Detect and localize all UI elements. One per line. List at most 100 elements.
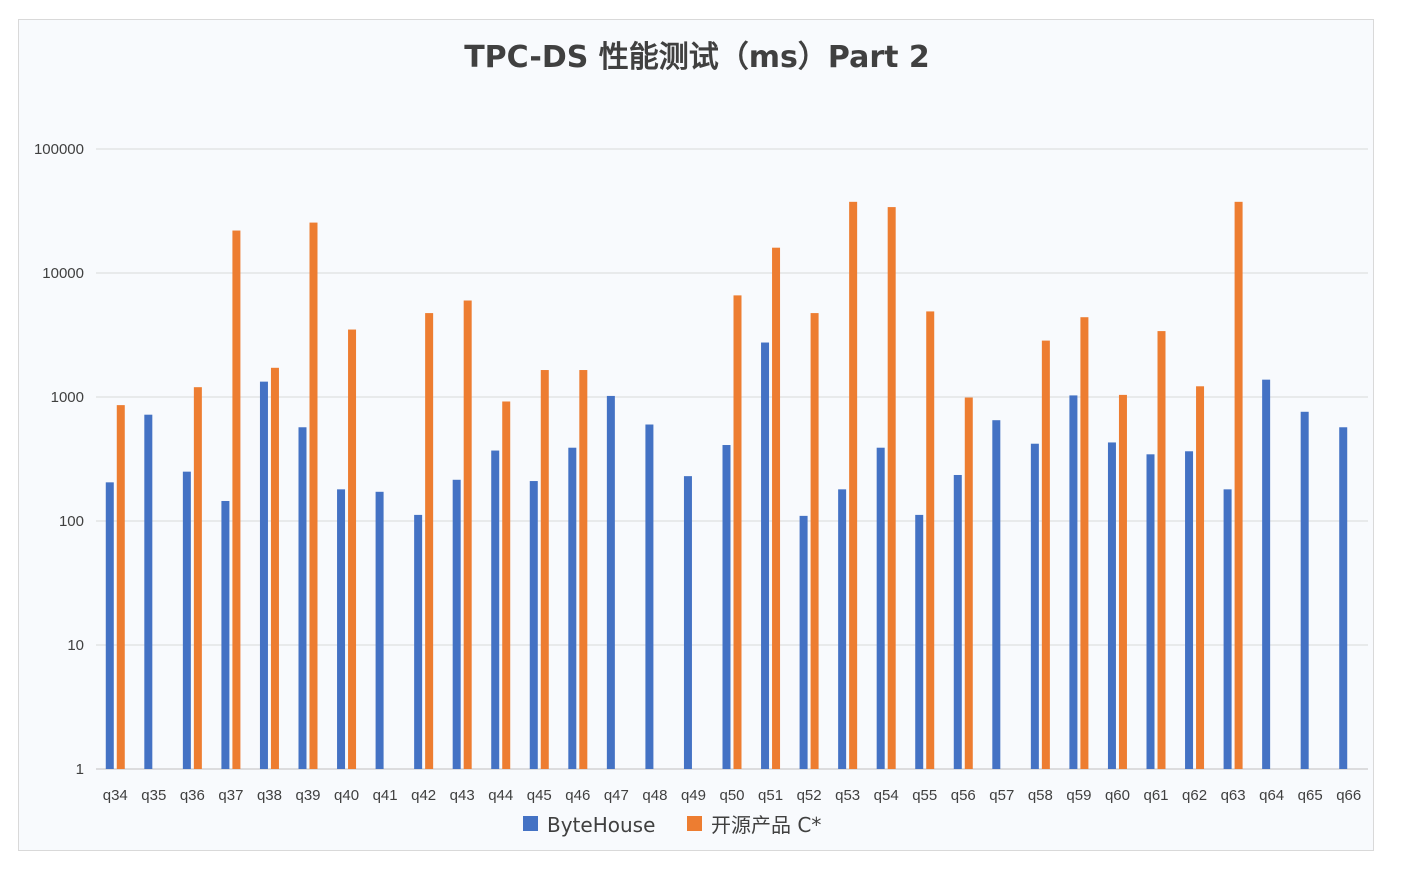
x-tick-label: q42	[411, 787, 436, 804]
bar-bytehouse-q41	[375, 491, 384, 769]
bar-bytehouse-q40	[337, 489, 346, 769]
bar-bytehouse-q47	[606, 395, 615, 769]
bar-bytehouse-q60	[1107, 442, 1116, 769]
legend-label: ByteHouse	[547, 813, 655, 837]
bar-bytehouse-q37	[221, 500, 230, 769]
bar-product-c-q40	[348, 329, 357, 769]
bar-bytehouse-q65	[1300, 411, 1309, 769]
x-tick-label: q52	[797, 787, 822, 804]
bar-product-c-q61	[1157, 331, 1166, 769]
bar-product-c-q55	[926, 311, 935, 769]
bar-product-c-q52	[810, 313, 819, 769]
gridlines	[96, 148, 1368, 770]
x-tick-label: q44	[488, 787, 513, 804]
chart-title: TPC-DS 性能测试（ms）Part 2	[464, 40, 930, 75]
x-tick-label: q56	[951, 787, 976, 804]
x-tick-label: q35	[141, 787, 166, 804]
x-tick-label: q55	[912, 787, 937, 804]
y-tick-label: 10	[67, 637, 84, 654]
x-tick-label: q62	[1182, 787, 1207, 804]
bar-bytehouse-q44	[491, 450, 500, 769]
legend-swatch	[687, 816, 702, 831]
bar-bytehouse-q50	[722, 445, 731, 769]
x-tick-label: q48	[642, 787, 667, 804]
x-tick-label: q61	[1143, 787, 1168, 804]
y-tick-label: 100000	[34, 141, 84, 158]
bar-bytehouse-q48	[645, 424, 654, 769]
bar-bytehouse-q39	[298, 427, 307, 769]
bar-product-c-q54	[887, 207, 896, 769]
bar-product-c-q34	[116, 405, 125, 769]
bar-bytehouse-q63	[1223, 489, 1232, 769]
y-axis-ticks: 1 10 100 1000 10000 100000	[34, 141, 84, 778]
bar-bytehouse-q34	[105, 482, 114, 769]
x-tick-label: q57	[989, 787, 1014, 804]
x-tick-label: q54	[874, 787, 899, 804]
bars	[105, 201, 1348, 770]
legend-swatch	[523, 816, 538, 831]
bar-product-c-q43	[463, 300, 472, 769]
bar-bytehouse-q51	[761, 342, 770, 769]
x-tick-label: q60	[1105, 787, 1130, 804]
x-axis-ticks: q34 q35 q36 q37 q38 q39 q40 q41 q42 q43 q44 q45 q46 q…	[103, 787, 1361, 804]
bar-product-c-q62	[1196, 386, 1205, 769]
bar-bytehouse-q62	[1185, 451, 1194, 769]
bar-product-c-q58	[1041, 340, 1050, 769]
x-tick-label: q41	[373, 787, 398, 804]
bar-bytehouse-q43	[452, 479, 461, 769]
bar-bytehouse-q38	[259, 381, 268, 769]
bar-product-c-q45	[540, 370, 549, 769]
bar-product-c-q46	[579, 370, 588, 769]
x-tick-label: q53	[835, 787, 860, 804]
bar-bytehouse-q61	[1146, 454, 1155, 769]
bar-product-c-q42	[425, 313, 434, 769]
bar-product-c-q44	[502, 401, 511, 769]
bar-bytehouse-q45	[529, 481, 538, 769]
legend-label: 开源产品 C*	[711, 813, 821, 837]
bar-bytehouse-q66	[1339, 427, 1348, 769]
x-tick-label: q64	[1259, 787, 1284, 804]
bar-bytehouse-q55	[915, 514, 924, 769]
x-tick-label: q40	[334, 787, 359, 804]
x-tick-label: q47	[604, 787, 629, 804]
y-tick-label: 10000	[42, 265, 84, 282]
bar-bytehouse-q36	[182, 471, 191, 769]
bar-bytehouse-q49	[683, 476, 692, 769]
x-tick-label: q59	[1066, 787, 1091, 804]
bar-bytehouse-q54	[876, 447, 885, 769]
x-tick-label: q50	[719, 787, 744, 804]
x-tick-label: q66	[1336, 787, 1361, 804]
y-tick-label: 100	[59, 513, 84, 530]
bar-product-c-q36	[193, 387, 202, 769]
x-tick-label: q39	[295, 787, 320, 804]
bar-product-c-q39	[309, 222, 318, 770]
x-tick-label: q51	[758, 787, 783, 804]
x-tick-label: q63	[1221, 787, 1246, 804]
x-tick-label: q37	[218, 787, 243, 804]
y-tick-label: 1	[76, 761, 84, 778]
bar-product-c-q60	[1118, 394, 1127, 769]
bar-product-c-q37	[232, 230, 241, 770]
x-tick-label: q36	[180, 787, 205, 804]
bar-bytehouse-q57	[992, 420, 1001, 769]
bar-product-c-q63	[1234, 201, 1243, 769]
bar-bytehouse-q35	[144, 414, 153, 769]
bar-bytehouse-q52	[799, 515, 808, 769]
bar-bytehouse-q53	[838, 489, 847, 769]
x-tick-label: q34	[103, 787, 128, 804]
bar-product-c-q38	[270, 367, 279, 769]
x-tick-label: q46	[565, 787, 590, 804]
x-tick-label: q49	[681, 787, 706, 804]
bar-bytehouse-q56	[953, 474, 962, 769]
bar-product-c-q51	[772, 247, 781, 770]
legend: ByteHouse 开源产品 C*	[523, 813, 821, 837]
bar-bytehouse-q64	[1262, 379, 1271, 769]
bar-bytehouse-q59	[1069, 395, 1078, 769]
y-tick-label: 1000	[51, 389, 84, 406]
x-tick-label: q45	[527, 787, 552, 804]
bar-product-c-q50	[733, 295, 742, 769]
x-tick-label: q43	[450, 787, 475, 804]
x-tick-label: q38	[257, 787, 282, 804]
bar-product-c-q59	[1080, 317, 1089, 769]
